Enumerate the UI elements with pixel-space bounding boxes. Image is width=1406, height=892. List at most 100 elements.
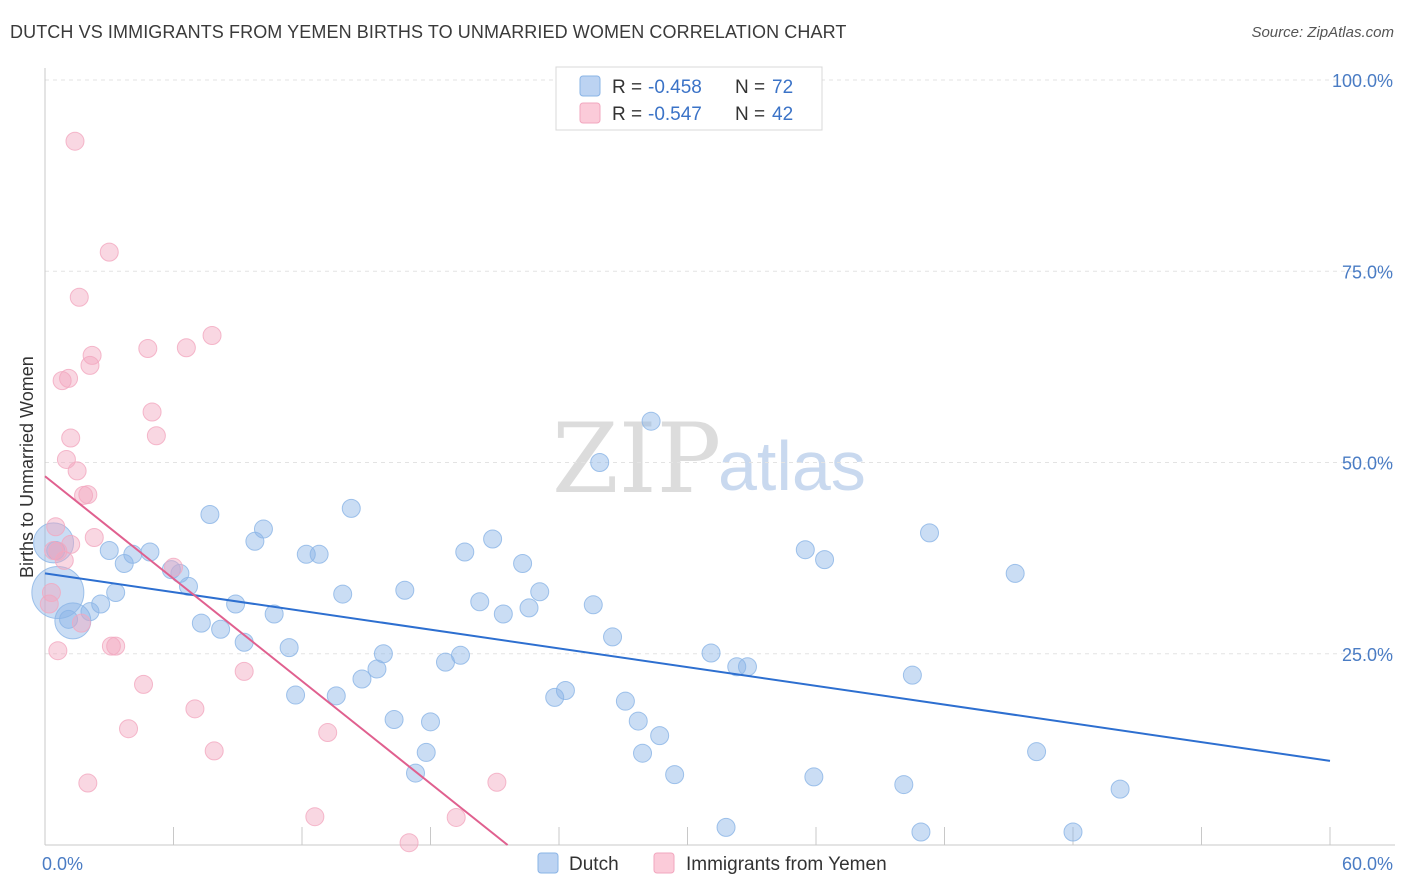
yemen-point-26	[134, 674, 154, 694]
dutch-point-17	[211, 619, 231, 639]
bottom-legend-dutch-label: Dutch	[569, 854, 619, 875]
dutch-point-36	[416, 742, 436, 762]
yemen-point-7	[54, 550, 74, 570]
dutch-point-51	[603, 627, 623, 647]
dutch-point-23	[279, 638, 299, 658]
dutch-point-40	[455, 542, 475, 562]
source-label: Source: ZipAtlas.com	[1251, 24, 1394, 41]
dutch-point-24	[286, 685, 306, 705]
series-yemen-points	[39, 131, 507, 853]
yemen-point-24	[106, 636, 126, 656]
dutch-point-58	[701, 643, 721, 663]
bottom-legend: Dutch Immigrants from Yemen	[537, 852, 887, 875]
dutch-point-21	[253, 519, 273, 539]
yemen-point-22	[99, 242, 119, 262]
dutch-point-29	[341, 498, 361, 518]
legend-dutch-n-value: 72	[772, 77, 793, 98]
yemen-point-0	[39, 594, 59, 614]
legend-dutch-swatch	[579, 75, 601, 97]
yemen-point-33	[202, 326, 222, 346]
bottom-legend-yemen-swatch	[653, 852, 675, 874]
watermark-atlas: atlas	[718, 427, 866, 505]
dutch-point-48	[555, 680, 575, 700]
dutch-point-47	[545, 687, 565, 707]
dutch-point-52	[615, 691, 635, 711]
y-tick-label-25: 25.0%	[1342, 645, 1393, 665]
dutch-point-44	[513, 553, 533, 573]
dutch-point-39	[450, 645, 470, 665]
trend-line-dutch	[44, 572, 1331, 762]
yemen-point-35	[234, 661, 254, 681]
dutch-point-53	[628, 711, 648, 731]
dutch-point-46	[530, 582, 550, 602]
trend-line-yemen	[44, 475, 509, 846]
yemen-point-15	[71, 613, 91, 633]
dutch-point-60	[727, 657, 747, 677]
watermark: ZIP atlas	[552, 403, 866, 515]
dutch-point-37	[421, 712, 440, 732]
yemen-point-3	[46, 517, 66, 537]
dutch-point-49	[583, 595, 603, 615]
dutch-point-50	[590, 453, 610, 472]
yemen-point-14	[69, 287, 89, 307]
dutch-point-16	[200, 505, 220, 525]
dutch-point-10	[123, 544, 143, 564]
yemen-point-36	[305, 807, 325, 827]
yemen-point-21	[84, 527, 104, 547]
dutch-point-57	[665, 765, 685, 785]
y-tick-label-75: 75.0%	[1342, 262, 1393, 282]
yemen-point-32	[185, 699, 205, 719]
dutch-point-33	[384, 710, 404, 730]
dutch-point-27	[326, 686, 346, 706]
x-tick-label-60: 60.0%	[1342, 854, 1393, 874]
yemen-point-23	[101, 636, 121, 656]
legend-dutch-r-label: R =	[612, 77, 642, 98]
yemen-point-37	[318, 723, 338, 743]
y-tick-label-50: 50.0%	[1342, 454, 1393, 474]
yemen-point-31	[176, 338, 196, 358]
yemen-point-27	[138, 339, 158, 359]
y-axis-label: Births to Unmarried Women	[17, 356, 37, 578]
dutch-point-70	[1027, 742, 1047, 762]
dutch-point-22	[264, 604, 284, 624]
dutch-point-63	[804, 767, 824, 787]
dutch-point-42	[483, 529, 503, 549]
dutch-point-67	[911, 822, 931, 842]
dutch-point-30	[352, 669, 372, 689]
dutch-point-26	[309, 544, 329, 564]
dutch-point-34	[395, 580, 415, 600]
axes	[44, 68, 1395, 846]
dutch-point-6	[91, 594, 111, 614]
yemen-point-13	[67, 461, 87, 481]
y-tick-label-100: 100.0%	[1332, 71, 1393, 91]
yemen-point-29	[146, 426, 166, 446]
dutch-point-64	[815, 550, 835, 570]
legend-yemen-r-label: R =	[612, 104, 642, 125]
dutch-point-15	[191, 613, 211, 633]
dutch-point-65	[894, 775, 914, 795]
dutch-point-3	[59, 609, 79, 629]
chart-title: DUTCH VS IMMIGRANTS FROM YEMEN BIRTHS TO…	[10, 22, 847, 42]
yemen-point-40	[487, 772, 507, 792]
dutch-point-56	[650, 726, 670, 746]
yemen-point-18	[78, 773, 98, 793]
yemen-point-39	[446, 807, 466, 827]
yemen-point-10	[61, 428, 81, 448]
yemen-point-28	[142, 402, 162, 422]
legend-yemen-swatch	[579, 102, 601, 124]
dutch-point-7	[99, 540, 119, 560]
dutch-point-43	[493, 604, 513, 624]
dutch-point-62	[795, 540, 815, 560]
x-tick-label-0: 0.0%	[42, 854, 83, 874]
dutch-point-68	[920, 523, 940, 543]
dutch-point-32	[373, 644, 393, 664]
legend-yemen-n-value: 42	[772, 104, 793, 125]
dutch-point-45	[519, 598, 539, 618]
dutch-point-14	[178, 576, 198, 596]
bottom-legend-dutch-swatch	[537, 852, 559, 874]
legend-yemen-n-label: N =	[735, 104, 765, 125]
tick-labels: 25.0% 50.0% 75.0% 100.0% 0.0% 60.0%	[42, 71, 1393, 874]
legend-yemen-r-value: -0.547	[648, 104, 702, 125]
dutch-point-11	[140, 542, 160, 562]
